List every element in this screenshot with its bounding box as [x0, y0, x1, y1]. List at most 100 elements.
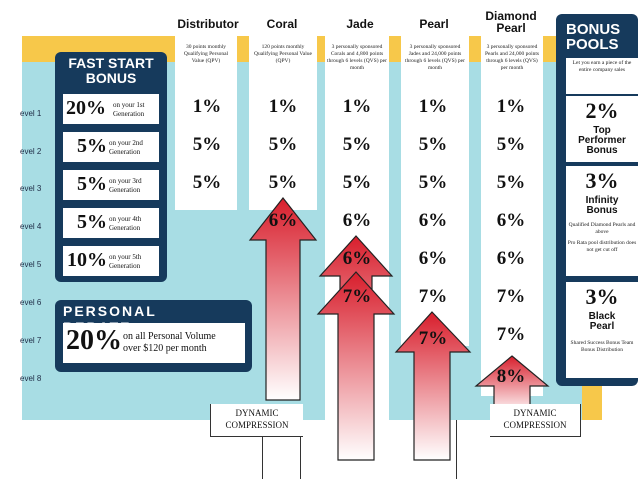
header-distributor: Distributor: [177, 17, 239, 31]
infinity-bonus-text-2: Pro Rata pool distribution does not get …: [567, 240, 637, 253]
fast-start-text-3: on your 3rd Generation: [109, 177, 142, 194]
coral-level-2: 5%: [268, 134, 298, 155]
pearl-level-1: 1%: [418, 96, 448, 117]
distributor-level-3: 5%: [192, 172, 222, 193]
pearl-level-2: 5%: [418, 134, 448, 155]
jade-level-4: 6%: [342, 210, 372, 231]
fast-start-pct-4: 5%: [77, 211, 107, 233]
black-pearl-pct: 3%: [585, 284, 619, 309]
personal-rebate-text: on all Personal Volume over $120 per mont…: [123, 331, 216, 354]
pearl-level-5: 6%: [418, 248, 448, 269]
level-label-7: evel 7: [20, 336, 42, 345]
fast-start-row-5: 10% on your 5th Generation: [63, 246, 159, 276]
desc-jade: 3 personally sponsored Corals and 4,800 …: [327, 44, 387, 71]
header-pearl-line2: Pearl: [496, 21, 526, 35]
fast-start-title: FAST START BONUS: [55, 56, 167, 86]
distributor-level-1: 1%: [192, 96, 222, 117]
desc-diamond-pearl: 3 personally sponsored Pearls and 24,000…: [484, 44, 540, 71]
top-performer-label: Top Performer Bonus: [578, 125, 626, 156]
column-coral: [249, 36, 317, 210]
diamond-level-6: 7%: [496, 286, 526, 307]
fast-start-row-3: 5% on your 3rd Generation: [63, 170, 159, 200]
header-diamond-pearl: Diamond Pearl: [478, 10, 544, 34]
fast-start-pct-2: 5%: [77, 135, 107, 157]
header-jade: Jade: [346, 17, 374, 31]
header-pearl: Pearl: [419, 17, 449, 31]
fast-start-bonus-panel: [55, 52, 167, 282]
dynamic-compression-left: DYNAMIC COMPRESSION: [210, 404, 303, 437]
level-label-5: evel 5: [20, 260, 42, 269]
fast-start-row-1: 20% on your 1st Generation: [63, 94, 159, 124]
black-pearl-label: Black Pearl: [588, 311, 616, 332]
jade-level-1: 1%: [342, 96, 372, 117]
fast-start-row-2: 5% on your 2nd Generation: [63, 132, 159, 162]
level-label-4: evel 4: [20, 222, 42, 231]
bonus-pools-intro: Let you earn a piece of the entire compa…: [572, 60, 632, 73]
black-pearl-box: [566, 282, 638, 378]
fast-start-text-5: on your 5th Generation: [109, 253, 142, 270]
level-label-3: evel 3: [20, 184, 42, 193]
dc-left-line-2: [300, 436, 301, 479]
level-label-6: evel 6: [20, 298, 42, 307]
desc-pearl: 3 personally sponsored Jades and 24,000 …: [405, 44, 465, 71]
bonus-pools-title-line1: BONUS: [566, 21, 621, 38]
diamond-level-2: 5%: [496, 134, 526, 155]
pearl-level-3: 5%: [418, 172, 448, 193]
fast-start-pct-3: 5%: [77, 173, 107, 195]
top-performer-pct: 2%: [585, 98, 619, 123]
bonus-pools-title: BONUS POOLS: [566, 22, 638, 52]
infinity-bonus-label: Infinity Bonus: [585, 195, 619, 216]
dynamic-compression-right: DYNAMIC COMPRESSION: [490, 404, 581, 437]
personal-rebate-pct: 20%: [66, 325, 122, 356]
fast-start-pct-5: 10%: [67, 249, 107, 271]
distributor-level-2: 5%: [192, 134, 222, 155]
infinity-bonus-box: [566, 166, 638, 276]
arrow-jade-2: [316, 271, 396, 461]
infinity-bonus-text-1: Qualified Diamond Pearls and above: [568, 222, 636, 235]
header-diamond-line1: Diamond: [485, 9, 537, 23]
column-distributor: [175, 36, 237, 210]
coral-level-3: 5%: [268, 172, 298, 193]
jade-level-5: 6%: [342, 248, 372, 269]
dc-right-line: [456, 420, 457, 479]
fast-start-text-2: on your 2nd Generation: [109, 139, 143, 156]
top-performer-box: [566, 96, 638, 162]
bonus-pools-title-line2: POOLS: [566, 36, 619, 53]
fast-start-text-1: on your 1st Generation: [113, 101, 145, 118]
level-label-2: evel 2: [20, 147, 42, 156]
pearl-level-7: 7%: [418, 328, 448, 349]
jade-level-6: 7%: [342, 286, 372, 307]
fast-start-pct-1: 20%: [66, 97, 106, 119]
fast-start-title-line1: FAST START: [68, 55, 154, 71]
desc-coral: 120 points monthly Qualifying Personal V…: [254, 44, 312, 64]
fast-start-title-line2: BONUS: [85, 70, 137, 86]
arrow-pearl: [394, 311, 472, 461]
diamond-level-4: 6%: [496, 210, 526, 231]
personal-rebate-box: 20% on all Personal Volume over $120 per …: [63, 323, 245, 363]
infinity-bonus-pct: 3%: [585, 168, 619, 193]
diamond-level-7: 7%: [496, 324, 526, 345]
diamond-level-8: 8%: [496, 366, 526, 387]
desc-distributor: 30 points monthly Qualifying Personal Va…: [183, 44, 229, 64]
pearl-level-6: 7%: [418, 286, 448, 307]
arrow-coral: [248, 197, 318, 401]
diamond-level-5: 6%: [496, 248, 526, 269]
column-diamond-pearl: [481, 36, 543, 396]
coral-level-1: 1%: [268, 96, 298, 117]
header-coral: Coral: [266, 17, 298, 31]
pearl-level-4: 6%: [418, 210, 448, 231]
column-pearl: [401, 36, 469, 346]
dc-left-line-1: [262, 436, 263, 479]
coral-level-4: 6%: [268, 210, 298, 231]
diamond-level-1: 1%: [496, 96, 526, 117]
diamond-level-3: 5%: [496, 172, 526, 193]
level-label-8: evel 8: [20, 374, 42, 383]
fast-start-row-4: 5% on your 4th Generation: [63, 208, 159, 238]
fast-start-text-4: on your 4th Generation: [109, 215, 142, 232]
level-label-1: evel 1: [20, 109, 42, 118]
jade-level-2: 5%: [342, 134, 372, 155]
jade-level-3: 5%: [342, 172, 372, 193]
black-pearl-text: Shared Success Bonus Team Bonus Distribu…: [570, 340, 634, 353]
bonus-pools-intro-box: [566, 58, 638, 94]
